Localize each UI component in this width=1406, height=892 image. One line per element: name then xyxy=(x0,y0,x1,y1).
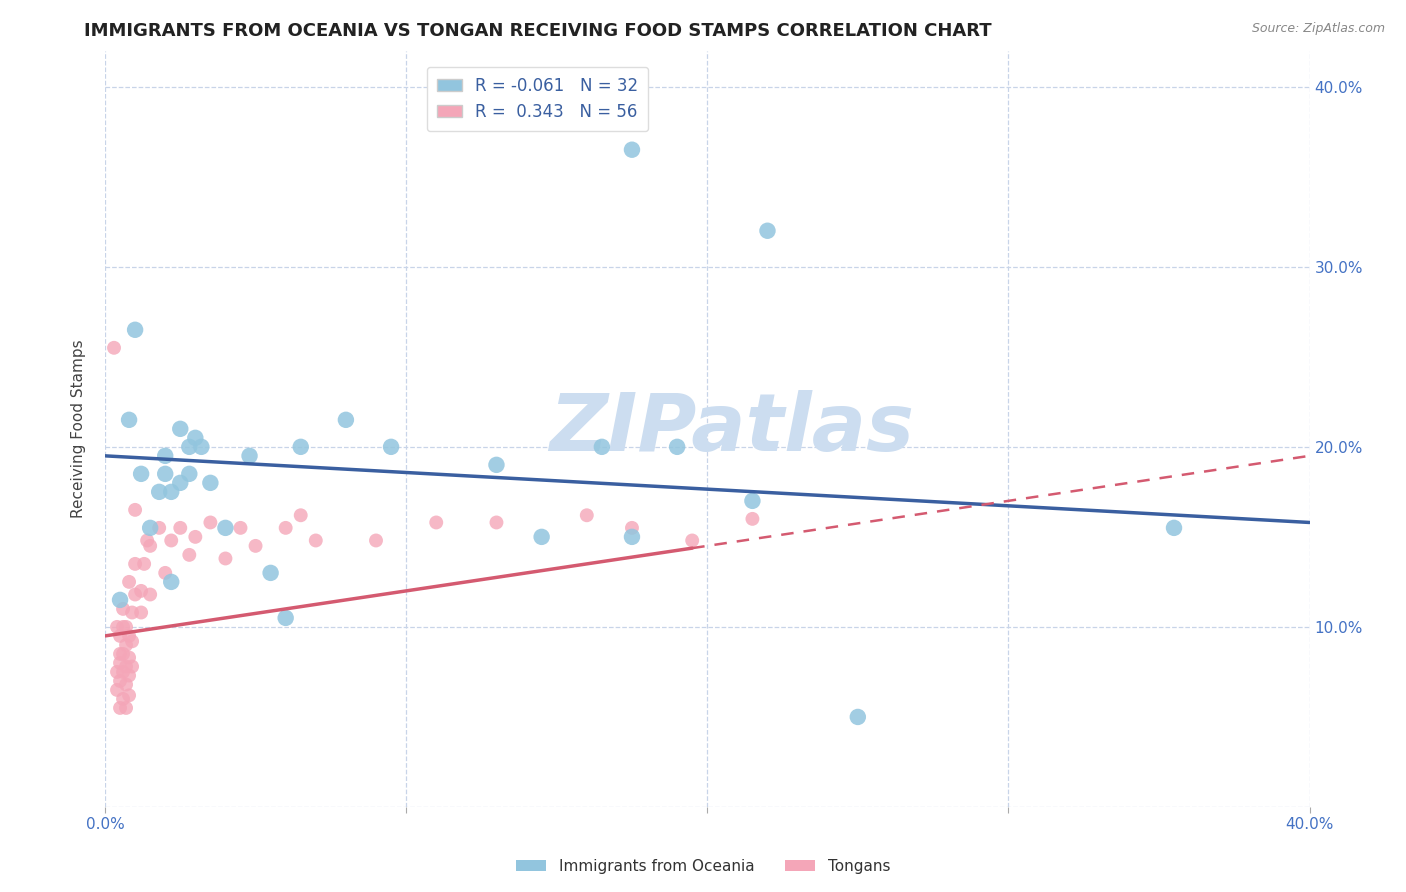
Point xyxy=(620,521,643,535)
Point xyxy=(485,516,508,530)
Point xyxy=(118,574,141,589)
Point xyxy=(112,602,135,616)
Legend: Immigrants from Oceania, Tongans: Immigrants from Oceania, Tongans xyxy=(510,853,896,880)
Text: Source: ZipAtlas.com: Source: ZipAtlas.com xyxy=(1251,22,1385,36)
Point xyxy=(105,620,128,634)
Text: IMMIGRANTS FROM OCEANIA VS TONGAN RECEIVING FOOD STAMPS CORRELATION CHART: IMMIGRANTS FROM OCEANIA VS TONGAN RECEIV… xyxy=(84,22,993,40)
Point xyxy=(148,484,170,499)
Point xyxy=(118,629,141,643)
Point xyxy=(108,673,131,688)
Point xyxy=(108,647,131,661)
Y-axis label: Receiving Food Stamps: Receiving Food Stamps xyxy=(72,340,86,518)
Point xyxy=(121,606,143,620)
Point xyxy=(169,422,191,436)
Point xyxy=(115,701,138,715)
Point xyxy=(274,611,297,625)
Point xyxy=(108,593,131,607)
Point xyxy=(134,557,156,571)
Point xyxy=(129,606,152,620)
Point xyxy=(425,516,447,530)
Point xyxy=(105,682,128,697)
Point xyxy=(105,665,128,679)
Point xyxy=(115,638,138,652)
Point xyxy=(155,467,177,481)
Point xyxy=(335,413,357,427)
Point xyxy=(155,449,177,463)
Point xyxy=(112,692,135,706)
Point xyxy=(259,566,281,580)
Point xyxy=(620,143,643,157)
Point xyxy=(139,521,162,535)
Point xyxy=(160,484,183,499)
Point xyxy=(129,467,152,481)
Point xyxy=(290,440,312,454)
Point xyxy=(380,440,402,454)
Point xyxy=(118,650,141,665)
Point xyxy=(139,587,162,601)
Point xyxy=(115,659,138,673)
Point xyxy=(112,647,135,661)
Point xyxy=(139,539,162,553)
Point xyxy=(169,475,191,490)
Point xyxy=(530,530,553,544)
Point xyxy=(121,634,143,648)
Point xyxy=(846,710,869,724)
Point xyxy=(179,440,201,454)
Point xyxy=(169,521,191,535)
Point xyxy=(118,668,141,682)
Point xyxy=(124,557,146,571)
Point xyxy=(112,665,135,679)
Point xyxy=(681,533,703,548)
Point xyxy=(485,458,508,472)
Legend: R = -0.061   N = 32, R =  0.343   N = 56: R = -0.061 N = 32, R = 0.343 N = 56 xyxy=(426,67,648,131)
Point xyxy=(124,323,146,337)
Point xyxy=(136,533,159,548)
Point xyxy=(124,503,146,517)
Point xyxy=(274,521,297,535)
Point xyxy=(118,689,141,703)
Point xyxy=(364,533,387,548)
Point xyxy=(200,516,222,530)
Point xyxy=(148,521,170,535)
Point xyxy=(179,548,201,562)
Point xyxy=(591,440,613,454)
Point xyxy=(129,583,152,598)
Point xyxy=(179,467,201,481)
Point xyxy=(115,620,138,634)
Point xyxy=(118,413,141,427)
Point xyxy=(160,574,183,589)
Point xyxy=(290,508,312,523)
Point xyxy=(112,620,135,634)
Point xyxy=(229,521,252,535)
Point xyxy=(741,494,763,508)
Text: ZIPatlas: ZIPatlas xyxy=(548,390,914,467)
Point xyxy=(756,224,779,238)
Point xyxy=(1163,521,1185,535)
Point xyxy=(184,431,207,445)
Point xyxy=(190,440,212,454)
Point xyxy=(124,587,146,601)
Point xyxy=(103,341,125,355)
Point xyxy=(108,629,131,643)
Point xyxy=(121,659,143,673)
Point xyxy=(200,475,222,490)
Point xyxy=(238,449,260,463)
Point xyxy=(184,530,207,544)
Point xyxy=(620,530,643,544)
Point xyxy=(115,677,138,691)
Point xyxy=(160,533,183,548)
Point xyxy=(108,701,131,715)
Point xyxy=(575,508,598,523)
Point xyxy=(155,566,177,580)
Point xyxy=(741,512,763,526)
Point xyxy=(305,533,328,548)
Point xyxy=(214,551,236,566)
Point xyxy=(245,539,267,553)
Point xyxy=(666,440,689,454)
Point xyxy=(214,521,236,535)
Point xyxy=(108,656,131,670)
